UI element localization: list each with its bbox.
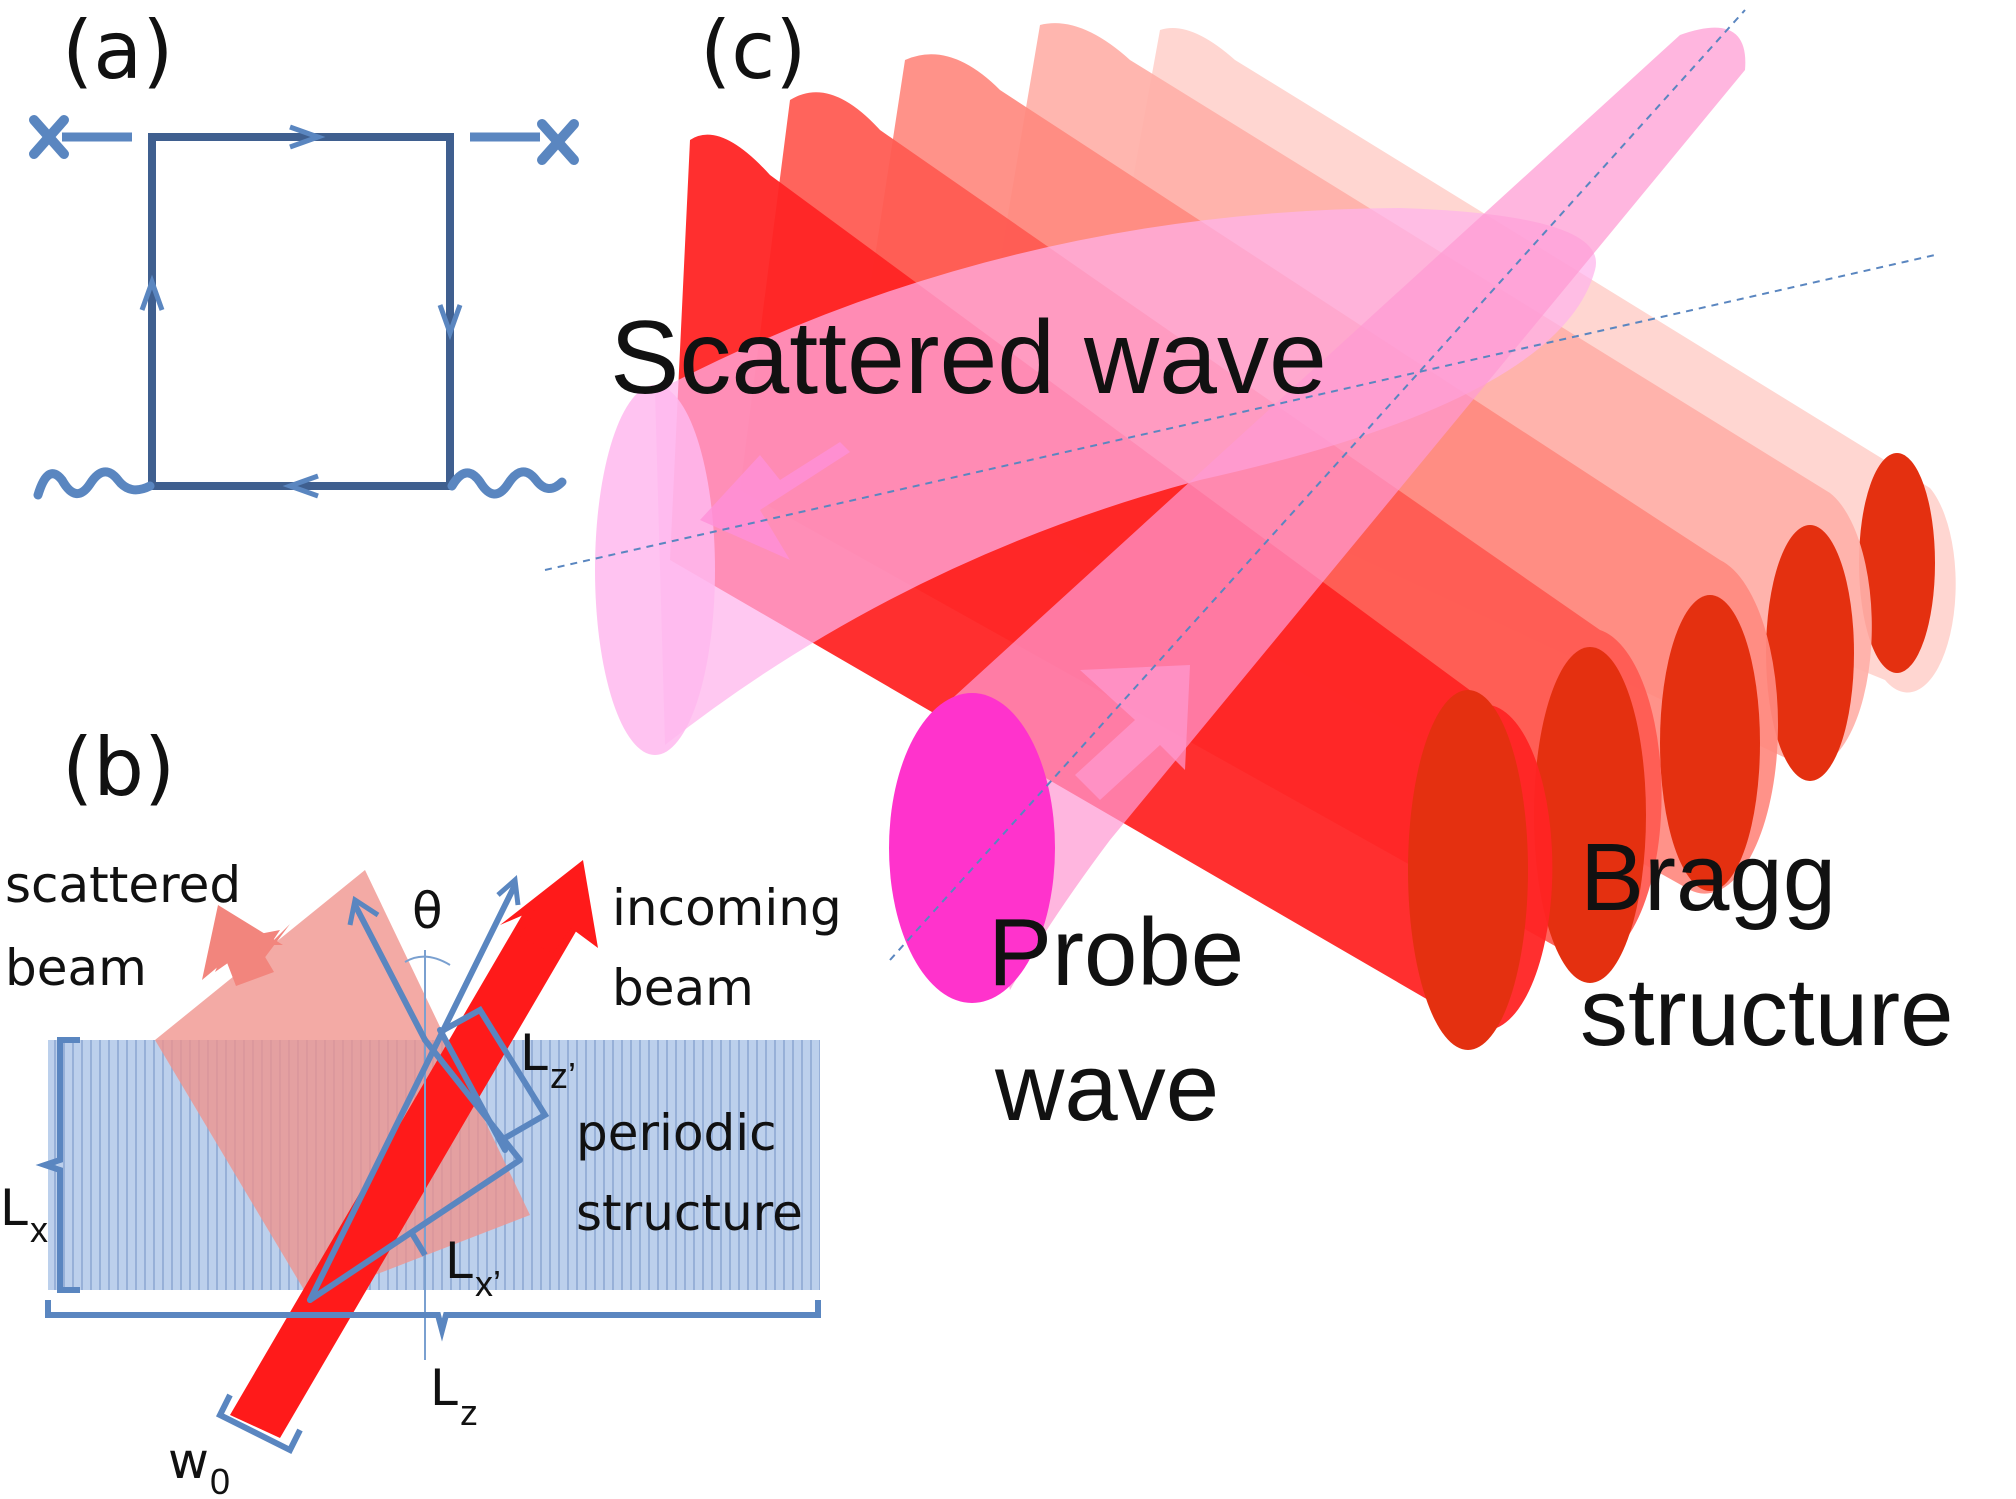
scattered-wave-cap	[595, 385, 715, 755]
scattered-beam-label-line2: beam	[5, 939, 147, 997]
incoming-beam-body	[230, 905, 578, 1438]
incoming-beam-arrow-icon	[500, 860, 598, 953]
svg-text:x’: x’	[475, 1263, 501, 1304]
left-cross-icon	[29, 115, 69, 159]
normal-arrow-left-icon	[347, 895, 380, 926]
bragg-cap-1	[1408, 690, 1528, 1050]
probe-wave-label-line2: wave	[994, 1034, 1219, 1141]
svg-text:L: L	[0, 1179, 28, 1237]
scattered-axis-dashed	[544, 254, 1936, 571]
loop-arrow-bottom-icon	[282, 473, 319, 499]
bragg-cap-3	[1660, 595, 1760, 891]
bragg-cap-2	[1534, 647, 1646, 983]
right-wavy-line-icon	[447, 467, 567, 499]
probe-wave-label-line1: Probe	[988, 899, 1244, 1006]
bragg-structure-label-line1: Bragg	[1580, 824, 1836, 931]
theta-label: θ	[412, 882, 443, 940]
svg-text:w: w	[168, 1432, 209, 1490]
periodic-structure-label-line1: periodic	[576, 1104, 777, 1162]
lx-prime-bracket	[407, 1228, 428, 1257]
lz-label: L z	[430, 1359, 478, 1433]
w0-label: w 0	[168, 1432, 230, 1499]
scattered-beam-label-line1: scattered	[5, 856, 241, 914]
loop-square	[148, 133, 454, 490]
bragg-cap-5	[1859, 453, 1935, 673]
panel-c-label: (c)	[700, 4, 806, 97]
svg-text:0: 0	[210, 1461, 230, 1499]
svg-text:L: L	[445, 1232, 473, 1290]
panel-b: (b) scat	[0, 721, 842, 1499]
bragg-structure-label-line2: structure	[1580, 959, 1953, 1066]
incoming-beam-label-line1: incoming	[612, 879, 842, 937]
incoming-beam-label-line2: beam	[612, 959, 754, 1017]
panel-a: (a)	[29, 4, 579, 500]
lx-bracket	[35, 1037, 80, 1293]
lz-prime-bracket	[438, 1005, 550, 1141]
loop-arrow-right-icon	[437, 304, 463, 341]
normal-arrow-right-icon	[496, 874, 521, 906]
theta-arc	[404, 955, 451, 966]
svg-text:x: x	[30, 1209, 48, 1250]
lx-prime-label: L x’	[445, 1232, 501, 1304]
lz-bracket	[45, 1300, 821, 1342]
svg-text:L: L	[520, 1024, 548, 1082]
scattered-beam-arrow-head-icon	[202, 905, 283, 986]
bragg-cap-4	[1766, 525, 1854, 781]
lx-label: L x	[0, 1179, 48, 1250]
w0-bracket	[215, 1393, 303, 1455]
periodic-structure-label-line2: structure	[576, 1184, 803, 1242]
loop-arrow-top-icon	[289, 124, 326, 150]
panel-c: (c) Scattered wave Probe wave Bragg stru…	[544, 4, 1956, 1141]
probe-wave-cap	[889, 693, 1055, 1003]
lz-prime-label: L z’	[520, 1024, 576, 1096]
geometry-lines	[307, 882, 523, 1303]
probe-wave-beam	[889, 27, 1746, 1003]
svg-text:z: z	[460, 1392, 478, 1433]
loop-arrow-left-icon	[139, 274, 165, 311]
probe-axis-dashed	[889, 9, 1746, 961]
panel-b-label: (b)	[62, 721, 175, 814]
right-cross-icon	[537, 119, 579, 165]
scattered-wave-arrow-icon	[700, 442, 850, 560]
scattered-wave-label: Scattered wave	[610, 300, 1327, 416]
left-wavy-line-icon	[33, 467, 155, 500]
probe-wave-arrow-icon	[1075, 665, 1190, 800]
panel-a-label: (a)	[62, 4, 173, 97]
svg-text:L: L	[430, 1359, 458, 1417]
svg-text:z’: z’	[550, 1055, 576, 1096]
